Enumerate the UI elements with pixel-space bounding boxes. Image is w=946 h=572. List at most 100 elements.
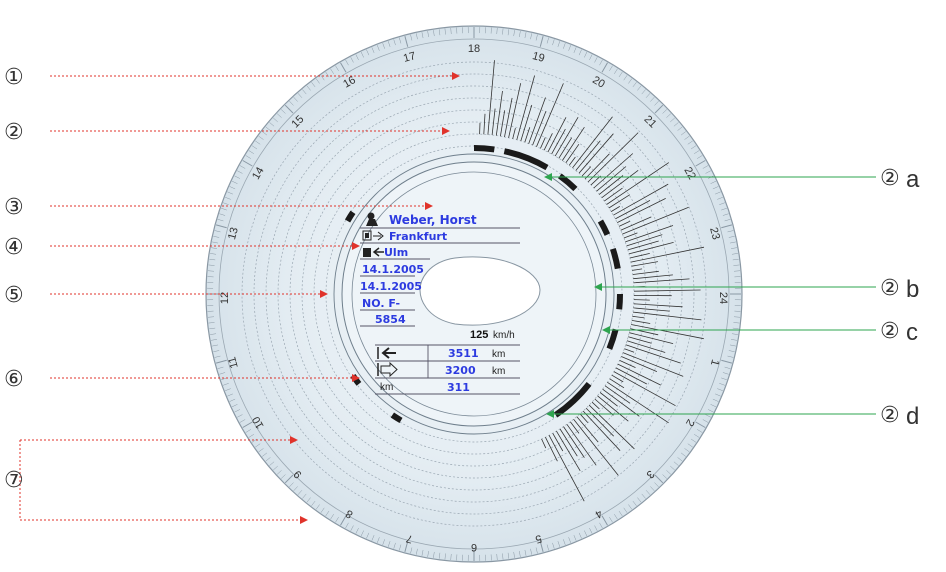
minute-tick bbox=[393, 542, 396, 549]
minute-tick bbox=[722, 213, 729, 216]
callout-3: ③ bbox=[4, 195, 24, 220]
minute-tick bbox=[530, 548, 533, 555]
minute-tick bbox=[641, 89, 646, 95]
minute-tick bbox=[255, 443, 261, 448]
minute-tick bbox=[684, 135, 690, 140]
minute-tick bbox=[251, 145, 258, 150]
minute-tick bbox=[637, 497, 642, 503]
minute-tick bbox=[280, 474, 286, 479]
minute-tick bbox=[496, 27, 498, 35]
minute-tick bbox=[248, 150, 255, 154]
minute-tick bbox=[727, 230, 734, 233]
minute-tick bbox=[662, 109, 668, 114]
minute-tick bbox=[371, 535, 375, 541]
minute-tick bbox=[242, 160, 253, 167]
minute-tick bbox=[311, 82, 316, 88]
callout-6: ⑥ bbox=[4, 367, 24, 392]
minute-tick bbox=[269, 122, 275, 127]
minute-tick bbox=[539, 541, 544, 553]
dotted-ring bbox=[253, 73, 695, 515]
minute-tick bbox=[563, 539, 566, 545]
callout-7: ⑦ bbox=[4, 468, 24, 493]
minute-tick bbox=[225, 388, 231, 392]
activity-bar bbox=[473, 145, 495, 153]
km-unit-start: km bbox=[492, 366, 505, 377]
minute-tick bbox=[618, 71, 623, 78]
odometer-start-icon bbox=[377, 361, 398, 378]
minute-tick bbox=[262, 131, 268, 136]
minute-tick bbox=[355, 527, 359, 534]
centre-spindle-hole bbox=[419, 256, 541, 326]
minute-tick bbox=[670, 117, 675, 123]
minute-tick bbox=[632, 500, 637, 506]
callout-1: ① bbox=[4, 65, 24, 90]
minute-tick bbox=[444, 553, 446, 560]
minute-tick bbox=[371, 47, 375, 53]
minute-tick bbox=[366, 532, 370, 539]
minute-tick bbox=[721, 224, 733, 229]
minute-tick bbox=[539, 35, 544, 47]
minute-tick bbox=[289, 482, 294, 488]
minute-tick bbox=[687, 443, 693, 448]
hour-label-8: 8 bbox=[344, 507, 355, 520]
minute-tick bbox=[684, 448, 690, 453]
activity-time-bars bbox=[344, 145, 623, 424]
minute-tick bbox=[732, 258, 739, 261]
minute-tick bbox=[330, 513, 334, 520]
minute-tick bbox=[670, 465, 675, 471]
callout-2c-num: ② bbox=[880, 319, 900, 344]
minute-tick bbox=[366, 49, 370, 56]
minute-tick bbox=[578, 532, 582, 539]
minute-tick bbox=[415, 33, 418, 40]
date-end: 14.1.2005 bbox=[360, 280, 422, 293]
hour-label-17: 17 bbox=[402, 50, 417, 65]
minute-tick bbox=[231, 404, 238, 408]
minute-tick bbox=[578, 49, 582, 56]
minute-tick bbox=[609, 517, 613, 523]
minute-tick bbox=[340, 62, 347, 73]
minute-tick bbox=[289, 100, 294, 106]
hour-label-2: 2 bbox=[683, 417, 696, 428]
minute-tick bbox=[680, 452, 686, 457]
minute-tick bbox=[618, 510, 623, 517]
minute-tick bbox=[210, 253, 217, 255]
minute-tick bbox=[721, 377, 727, 381]
minute-tick bbox=[325, 510, 330, 517]
minute-tick bbox=[552, 39, 555, 46]
minute-tick bbox=[695, 421, 706, 428]
minute-tick bbox=[654, 482, 659, 488]
minute-tick bbox=[239, 165, 246, 169]
minute-tick bbox=[219, 372, 226, 375]
minute-tick bbox=[245, 429, 251, 433]
minute-tick bbox=[399, 544, 402, 551]
activity-bar bbox=[609, 247, 621, 270]
minute-tick bbox=[239, 419, 246, 423]
callout-2a-num: ② bbox=[880, 166, 900, 191]
minute-tick bbox=[705, 170, 711, 174]
minute-tick bbox=[438, 29, 441, 36]
minute-tick bbox=[306, 85, 311, 91]
minute-tick bbox=[623, 75, 628, 81]
minute-tick bbox=[315, 78, 320, 84]
minute-tick bbox=[721, 359, 733, 364]
minute-tick bbox=[729, 344, 736, 347]
minute-tick bbox=[721, 207, 727, 211]
minute-tick bbox=[654, 100, 659, 106]
minute-tick bbox=[262, 452, 268, 457]
minute-tick bbox=[589, 54, 593, 61]
minute-tick bbox=[628, 504, 633, 510]
hour-label-5: 5 bbox=[534, 532, 543, 545]
minute-tick bbox=[376, 45, 380, 51]
minute-tick bbox=[594, 57, 598, 63]
activity-bar bbox=[558, 173, 578, 192]
minute-tick bbox=[715, 393, 721, 397]
callout-2d-num: ② bbox=[880, 403, 900, 428]
hour-label-12: 12 bbox=[219, 292, 231, 304]
minute-tick bbox=[214, 355, 221, 358]
hour-label-7: 7 bbox=[405, 532, 414, 545]
minute-tick bbox=[732, 327, 739, 330]
minute-tick bbox=[519, 550, 521, 557]
end-arrow-icon bbox=[363, 247, 384, 257]
minute-tick bbox=[693, 150, 700, 154]
minute-tick bbox=[614, 513, 618, 520]
